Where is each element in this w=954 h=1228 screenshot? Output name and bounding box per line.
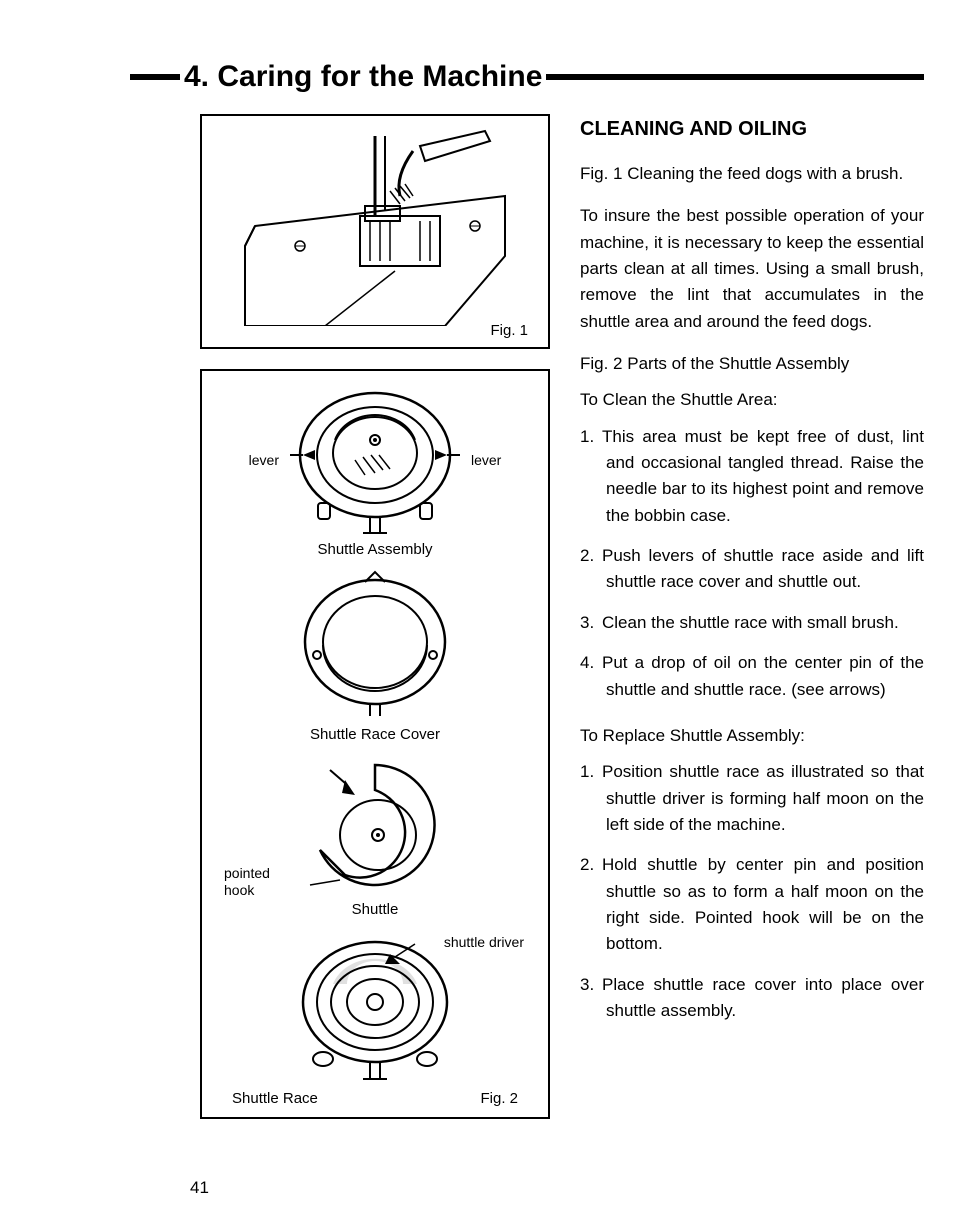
- heading-text: 4. Caring for the Machine: [180, 60, 546, 94]
- intro-paragraph: To insure the best possible operation of…: [580, 203, 924, 335]
- replace-heading: To Replace Shuttle Assembly:: [580, 723, 924, 749]
- lever-label-right: lever: [471, 452, 501, 468]
- shuttle-illustration: [300, 755, 450, 905]
- feed-dogs-illustration: [225, 126, 525, 326]
- page-number: 41: [190, 1178, 209, 1198]
- figure-2-label: Fig. 2: [480, 1090, 518, 1107]
- replace-step: 3.Place shuttle race cover into place ov…: [580, 972, 924, 1025]
- clean-step: 1.This area must be kept free of dust, l…: [580, 424, 924, 529]
- shuttle-race-cover-label: Shuttle Race Cover: [310, 726, 440, 743]
- clean-step: 3.Clean the shuttle race with small brus…: [580, 610, 924, 636]
- section-title: CLEANING AND OILING: [580, 114, 924, 145]
- shuttle-race-illustration: [285, 924, 465, 1084]
- replace-steps-list: 1.Position shuttle race as illustrated s…: [580, 759, 924, 1024]
- lever-label-left: lever: [249, 452, 279, 468]
- shuttle-driver-label: shuttle driver: [444, 934, 524, 950]
- shuttle-race-label: Shuttle Race: [232, 1090, 318, 1107]
- chapter-heading: 4. Caring for the Machine: [130, 60, 924, 94]
- shuttle-race-cover-illustration: [295, 570, 455, 720]
- heading-rule-right: [546, 74, 924, 80]
- fig1-caption: Fig. 1 Cleaning the feed dogs with a bru…: [580, 161, 924, 187]
- clean-steps-list: 1.This area must be kept free of dust, l…: [580, 424, 924, 703]
- figure-1-label: Fig. 1: [490, 322, 528, 339]
- figure-2-box: lever: [200, 369, 550, 1119]
- shuttle-assembly-label: Shuttle Assembly: [317, 541, 432, 558]
- pointed-hook-label: pointedhook: [224, 865, 270, 899]
- shuttle-assembly-illustration: [285, 385, 465, 535]
- figure-1-box: Fig. 1: [200, 114, 550, 349]
- clean-step: 4.Put a drop of oil on the center pin of…: [580, 650, 924, 703]
- heading-rule-left: [130, 74, 180, 80]
- fig2-caption: Fig. 2 Parts of the Shuttle Assembly: [580, 351, 924, 377]
- replace-step: 1.Position shuttle race as illustrated s…: [580, 759, 924, 838]
- replace-step: 2.Hold shuttle by center pin and positio…: [580, 852, 924, 957]
- clean-heading: To Clean the Shuttle Area:: [580, 387, 924, 413]
- clean-step: 2.Push levers of shuttle race aside and …: [580, 543, 924, 596]
